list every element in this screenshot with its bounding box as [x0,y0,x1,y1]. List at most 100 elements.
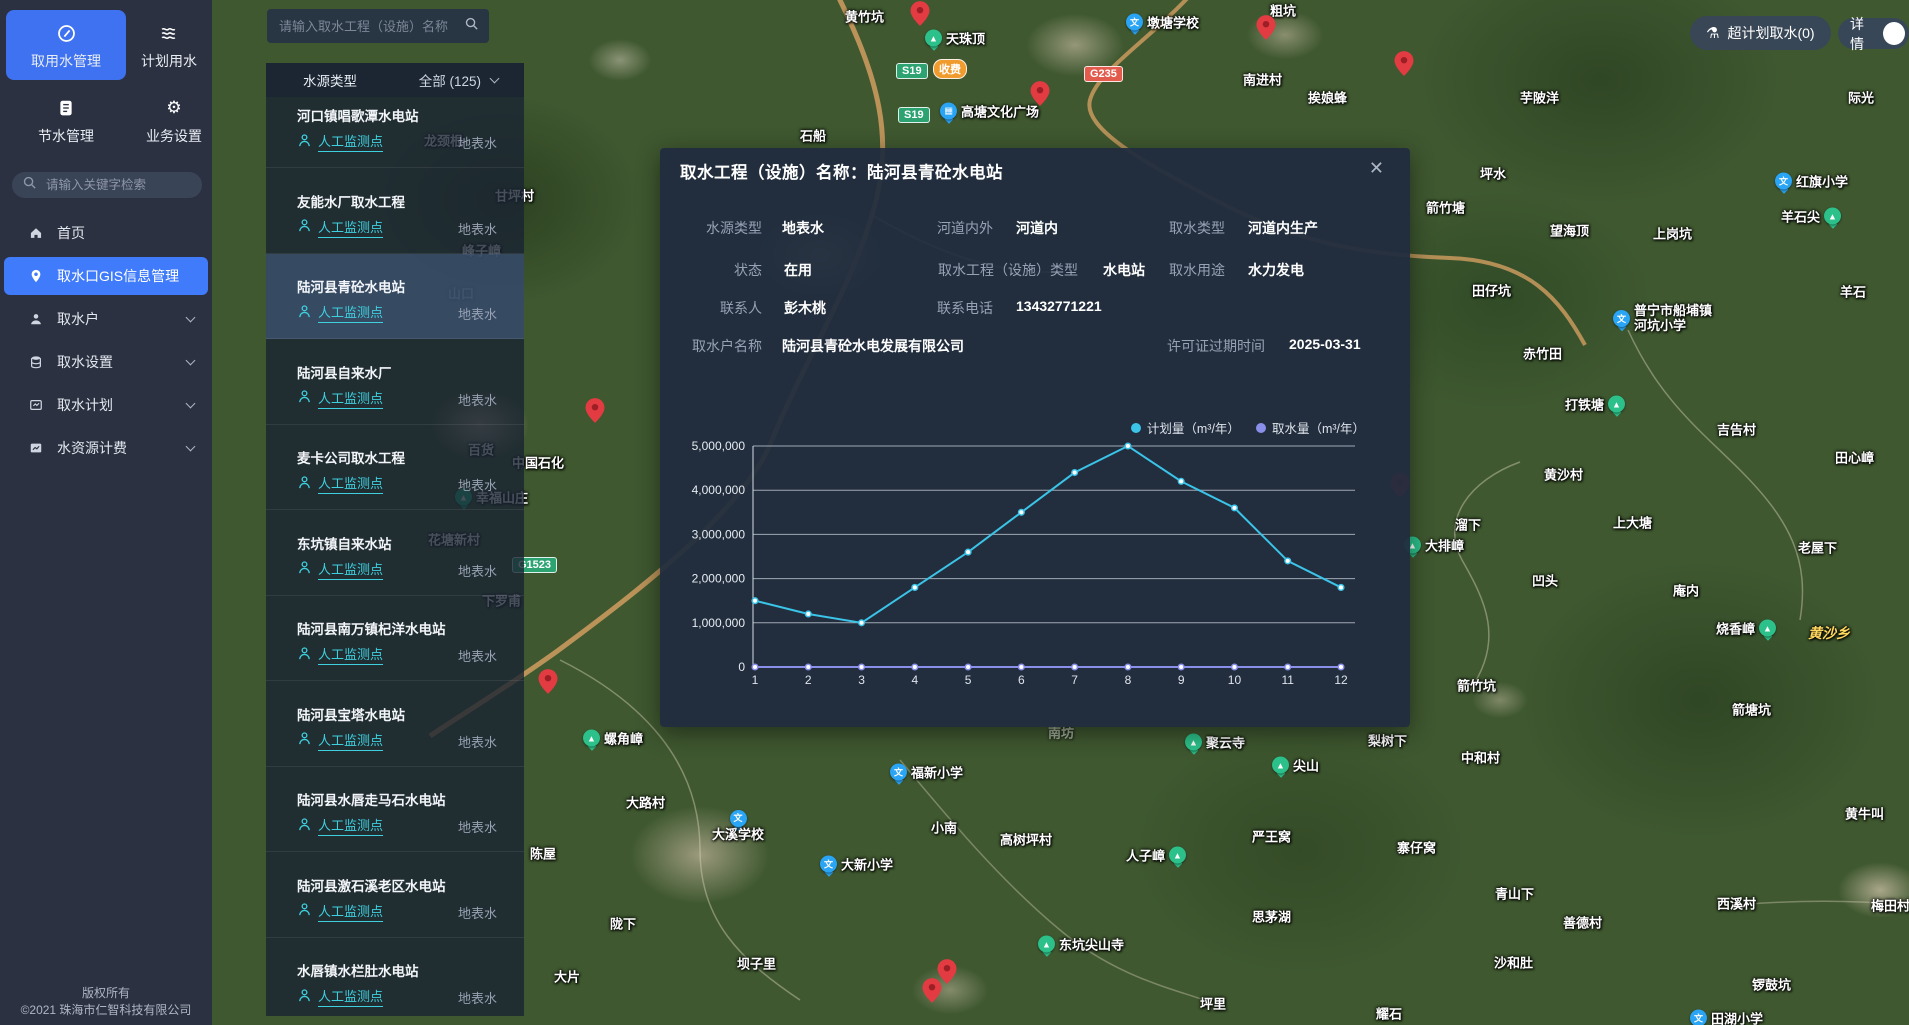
map-label-text: 梨树下 [1368,733,1408,749]
map-label: ▲ 聚云寺 [1185,733,1245,755]
red-map-marker[interactable] [1030,81,1050,111]
map-label: S19 [898,107,930,123]
legend-item[interactable]: 取水量（m³/年） [1255,418,1365,437]
nav-tile-4[interactable]: ⚙ 业务设置 [136,95,212,147]
sidebar-item-1[interactable]: 首页 [4,214,208,252]
monitor-type-tag: 人工监测点 [318,302,384,323]
map-label-text: 溜下 [1455,517,1482,533]
red-map-marker[interactable] [910,1,930,31]
pin-icon [28,269,44,283]
search-icon[interactable] [464,16,479,36]
data-point[interactable] [1124,442,1132,450]
map-label: ▲ 尖山 [1272,756,1319,778]
data-point[interactable] [1017,508,1025,516]
red-map-marker[interactable] [1256,15,1276,45]
person-icon [297,133,312,151]
map-label: 沙和肚 [1494,953,1533,972]
map-label-text: 思茅湖 [1252,909,1292,925]
scenic-icon: ▲ [925,29,942,51]
red-map-marker[interactable] [343,0,362,5]
map-label-text: 田心嶂 [1835,450,1875,466]
data-point[interactable] [1337,663,1345,671]
field-value: 地表水 [782,220,824,236]
data-point[interactable] [1017,663,1025,671]
facility-name: 东坑镇自来水站 [297,536,392,552]
data-point[interactable] [964,663,972,671]
facility-list-item[interactable]: 陆河县青砼水电站 人工监测点 地表水 [266,254,524,339]
facility-list-item[interactable]: 陆河县水唇走马石水电站 人工监测点 地表水 [266,767,524,852]
nav-tile-2[interactable]: 计划用水 [126,10,212,80]
data-point[interactable] [1124,663,1132,671]
facility-search-input[interactable] [277,17,457,35]
facility-list-item[interactable]: 陆河县宝塔水电站 人工监测点 地表水 [266,682,524,767]
plan-vs-intake-chart: 0 1,000,000 2,000,000 3,000,000 4,000,000 5,0… [692,439,1355,687]
sidebar-item-6[interactable]: 水资源计费 [4,429,208,467]
map-label: 打铁塘 ▲ [1565,395,1626,417]
data-point[interactable] [1071,663,1079,671]
scenic-icon: ▲ [1608,395,1626,417]
data-point[interactable] [1284,663,1292,671]
data-point[interactable] [751,597,759,605]
data-point[interactable] [1071,468,1079,477]
data-point[interactable] [911,663,919,671]
data-point[interactable] [1337,583,1345,591]
data-point[interactable] [804,610,812,618]
facility-list-item[interactable]: 河口镇唱歌潭水电站 人工监测点 地表水 [266,97,524,168]
map-label-text: 庵内 [1673,583,1700,599]
map-label: 赤竹田 [1523,344,1562,363]
map-label-text: 老屋下 [1798,540,1838,556]
map-label: 陇下 [610,914,636,933]
close-icon[interactable]: ✕ [1368,158,1384,178]
facility-list-item[interactable]: 东坑镇自来水站 人工监测点 地表水 [266,511,524,596]
facility-name: 友能水厂取水工程 [297,194,405,210]
data-point[interactable] [1177,477,1185,485]
red-map-marker[interactable] [538,669,558,699]
data-point[interactable] [804,663,812,671]
facility-list-item[interactable]: 陆河县激石溪老区水电站 人工监测点 地表水 [266,853,524,938]
red-map-marker[interactable] [585,398,605,428]
sidebar-item-4[interactable]: 取水设置 [4,343,208,381]
data-point[interactable] [1230,504,1239,512]
data-point[interactable] [1284,557,1292,565]
flask-icon: ⚗ [1706,25,1720,42]
map-label: 石船 [800,126,826,145]
facility-list-item[interactable]: 水唇镇水栏肚水电站 人工监测点 地表水 [266,938,524,1016]
detail-toggle[interactable]: 详情 [1838,16,1909,52]
data-point[interactable] [1230,663,1239,671]
data-point[interactable] [964,548,972,556]
facility-list-panel: 水源类型 全部 (125) 河口镇唱歌潭水电站 人工监测点 地表水 友能水厂取水工程人… [266,63,524,1016]
field-value: 13432771221 [1016,298,1102,314]
y-axis-tick-label: 2,000,000 [692,572,746,586]
facility-list-item[interactable]: 友能水厂取水工程 人工监测点 地表水 [266,169,524,254]
map-label-text: 螺角嶂 [604,731,644,747]
sidebar-item-3[interactable]: 取水户 [4,300,208,338]
data-point[interactable] [857,619,866,627]
scenic-icon: ▲ [583,729,600,751]
over-plan-intake-button[interactable]: ⚗ 超计划取水(0) [1690,16,1831,50]
data-point[interactable] [751,663,759,671]
red-map-marker[interactable] [922,978,942,1008]
map-label: 严王窝 [1252,827,1291,846]
facility-list-item[interactable]: 陆河县自来水厂 人工监测点 地表水 [266,340,524,425]
map-label-text: 箭塘坑 [1732,702,1772,718]
red-map-marker[interactable] [937,959,957,989]
facility-list-item[interactable]: 麦卡公司取水工程 人工监测点 地表水 [266,425,524,510]
x-axis-tick-label: 12 [1334,673,1348,687]
keyword-search-input[interactable] [44,177,184,193]
sidebar-item-2[interactable]: 取水口GIS信息管理 [4,257,208,295]
chevron-down-icon [185,441,196,452]
filter-value: 全部 (125) [418,74,481,89]
nav-tile-1[interactable]: 取用水管理 [6,10,126,80]
legend-item[interactable]: 计划量（m³/年） [1130,418,1240,437]
nav-tile-3[interactable]: 节水管理 [16,95,116,147]
divider [266,851,524,852]
facility-list-item[interactable]: 陆河县南万镇杞洋水电站 人工监测点 地表水 [266,596,524,681]
map-label-text: 黄沙乡 [1808,625,1850,641]
data-point[interactable] [857,663,866,671]
data-point[interactable] [1177,663,1185,671]
water-source-filter[interactable]: 水源类型 全部 (125) [266,63,524,97]
data-point[interactable] [911,583,919,591]
red-map-marker[interactable] [1394,51,1414,81]
legend-label: 取水量（m³/年） [1271,422,1365,436]
sidebar-item-5[interactable]: 取水计划 [4,386,208,424]
